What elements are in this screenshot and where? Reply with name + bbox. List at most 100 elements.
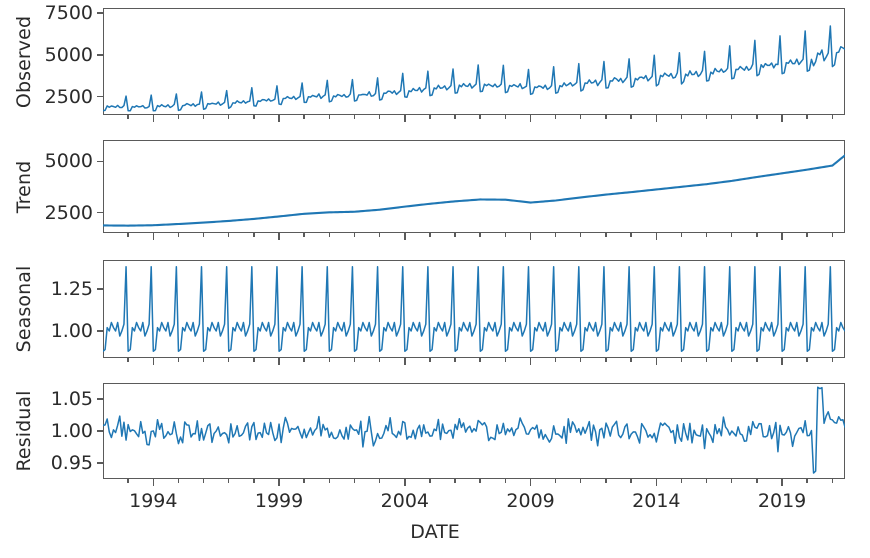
x-tick-minor xyxy=(680,233,683,237)
observed-series-line xyxy=(103,25,845,112)
x-tick-major xyxy=(152,115,155,122)
x-tick-minor xyxy=(328,479,330,483)
x-tick-minor xyxy=(227,233,230,237)
observed-y-tick-label: 2500 xyxy=(44,85,93,108)
x-tick-minor xyxy=(731,115,733,119)
trend-series-line xyxy=(103,154,845,227)
x-tick-minor xyxy=(378,358,381,362)
trend-y-tick-mark xyxy=(97,211,103,214)
x-tick-minor xyxy=(479,358,481,362)
x-tick-major xyxy=(529,479,532,486)
x-tick-minor xyxy=(177,479,180,483)
x-tick-minor xyxy=(554,479,557,483)
x-tick-minor xyxy=(328,358,330,362)
x-tick-minor xyxy=(806,479,808,483)
x-tick-minor xyxy=(605,233,607,237)
x-tick-minor xyxy=(705,233,708,237)
x-tick-minor xyxy=(504,115,507,119)
x-tick-minor xyxy=(253,115,255,119)
x-tick-major xyxy=(655,115,658,122)
x-tick-label: 2004 xyxy=(380,490,429,512)
x-tick-minor xyxy=(831,115,833,119)
x-tick-major xyxy=(278,233,280,240)
x-tick-minor xyxy=(127,115,129,119)
x-tick-minor xyxy=(504,233,507,237)
x-tick-minor xyxy=(580,233,582,237)
residual-series-line xyxy=(103,386,845,474)
x-tick-minor xyxy=(429,479,431,483)
x-tick-minor xyxy=(202,115,205,119)
x-tick-label: 1994 xyxy=(129,490,178,512)
x-tick-minor xyxy=(378,233,381,237)
x-tick-minor xyxy=(756,358,758,362)
x-tick-major xyxy=(781,115,783,122)
x-tick-major xyxy=(152,479,155,486)
x-tick-minor xyxy=(127,358,129,362)
seasonal-y-axis-label: Seasonal xyxy=(13,265,35,353)
x-tick-label: 2009 xyxy=(506,490,555,512)
x-tick-minor xyxy=(831,233,833,237)
x-tick-major xyxy=(404,115,406,122)
x-tick-minor xyxy=(177,233,180,237)
x-tick-minor xyxy=(353,233,356,237)
x-tick-minor xyxy=(731,479,733,483)
trend-plot-frame xyxy=(103,140,845,233)
x-tick-minor xyxy=(227,479,230,483)
seasonal-y-tick-mark xyxy=(97,287,103,290)
x-tick-minor xyxy=(580,479,582,483)
x-tick-minor xyxy=(127,479,129,483)
trend-y-axis-label: Trend xyxy=(13,160,35,213)
x-tick-minor xyxy=(479,115,481,119)
x-tick-major xyxy=(529,233,532,240)
x-tick-minor xyxy=(353,358,356,362)
trend-y-tick-mark xyxy=(97,160,103,163)
x-tick-minor xyxy=(630,115,632,119)
x-tick-minor xyxy=(303,479,305,483)
x-tick-minor xyxy=(806,358,808,362)
x-tick-minor xyxy=(127,233,129,237)
x-tick-major xyxy=(529,358,532,365)
x-axis-title: DATE xyxy=(410,521,460,543)
trend-y-tick-label: 2500 xyxy=(44,201,93,224)
trend-y-tick-label: 5000 xyxy=(44,150,93,173)
x-tick-minor xyxy=(705,479,708,483)
x-tick-minor xyxy=(253,233,255,237)
x-tick-minor xyxy=(705,115,708,119)
x-tick-minor xyxy=(705,358,708,362)
x-tick-minor xyxy=(605,479,607,483)
x-tick-minor xyxy=(328,233,330,237)
x-tick-minor xyxy=(303,115,305,119)
x-tick-major xyxy=(152,233,155,240)
x-tick-minor xyxy=(580,115,582,119)
x-tick-minor xyxy=(177,358,180,362)
x-tick-minor xyxy=(227,115,230,119)
x-tick-major xyxy=(781,358,783,365)
x-tick-minor xyxy=(378,115,381,119)
x-tick-major xyxy=(404,479,406,486)
observed-y-tick-mark xyxy=(97,54,103,56)
x-tick-minor xyxy=(554,358,557,362)
x-tick-minor xyxy=(756,479,758,483)
residual-y-tick-label: 1.05 xyxy=(50,388,93,410)
residual-y-tick-label: 1.00 xyxy=(50,420,93,442)
x-tick-minor xyxy=(303,358,305,362)
x-tick-major xyxy=(278,115,280,122)
x-tick-minor xyxy=(504,358,507,362)
observed-y-tick-mark xyxy=(97,12,103,14)
x-tick-minor xyxy=(756,115,758,119)
x-tick-label: 2019 xyxy=(757,490,807,512)
x-tick-minor xyxy=(554,115,557,119)
x-tick-minor xyxy=(177,115,180,119)
x-tick-minor xyxy=(630,479,632,483)
x-tick-minor xyxy=(630,233,632,237)
x-tick-minor xyxy=(479,233,481,237)
observed-y-tick-label: 7500 xyxy=(44,2,93,25)
x-tick-major xyxy=(529,115,532,122)
x-tick-minor xyxy=(680,358,683,362)
trend-panel xyxy=(103,140,845,233)
seasonal-panel xyxy=(103,260,845,358)
x-tick-minor xyxy=(806,115,808,119)
x-tick-minor xyxy=(353,479,356,483)
residual-y-tick-mark xyxy=(97,398,103,400)
x-tick-minor xyxy=(605,115,607,119)
